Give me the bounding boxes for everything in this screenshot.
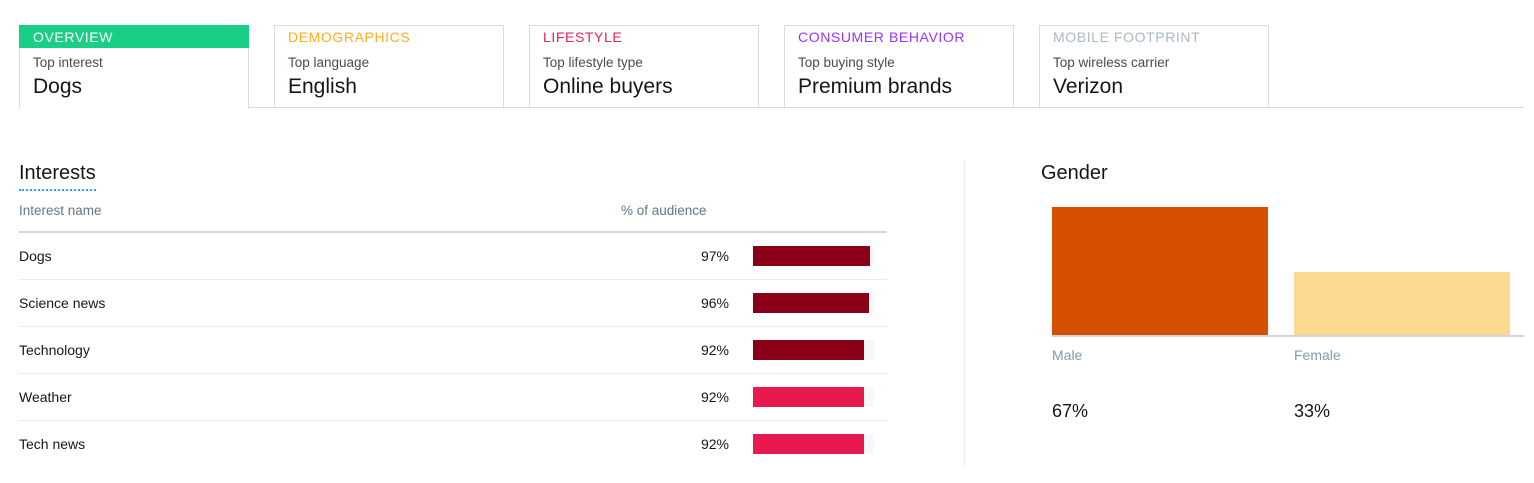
table-row: Science news 96%: [19, 280, 887, 327]
interest-bar: [753, 340, 864, 360]
panel-divider: [964, 160, 965, 466]
interest-pct: 97%: [700, 248, 729, 264]
table-row: Tech news 92%: [19, 421, 887, 468]
tab-overview-title: OVERVIEW: [19, 25, 249, 48]
gender-bar-chart: [1052, 207, 1524, 337]
table-row: Technology 92%: [19, 327, 887, 374]
gender-category-label: Male: [1052, 347, 1083, 363]
gender-bar-male[interactable]: [1052, 207, 1268, 335]
table-row: Dogs 97%: [19, 233, 887, 280]
interest-name: Dogs: [19, 248, 52, 264]
interests-table-header: Interest name % of audience: [19, 203, 887, 233]
interest-bar: [753, 434, 864, 454]
interest-name: Technology: [19, 342, 90, 358]
interest-name-header: Interest name: [19, 203, 102, 218]
tab-consumer-behavior[interactable]: CONSUMER BEHAVIOR Top buying style Premi…: [784, 25, 1014, 108]
interest-bar: [753, 246, 870, 266]
interest-pct: 92%: [700, 342, 729, 358]
tab-lifestyle-title: LIFESTYLE: [543, 29, 623, 45]
interest-name: Science news: [19, 295, 106, 311]
interest-pct: 92%: [700, 436, 729, 452]
interest-pct: 92%: [700, 389, 729, 405]
interest-bar: [753, 387, 864, 407]
summary-tabs: OVERVIEW Top interest Dogs DEMOGRAPHICS …: [0, 0, 1534, 109]
interest-bar-track: [753, 293, 874, 313]
gender-value-label: 67%: [1052, 401, 1089, 421]
gender-bar-female[interactable]: [1294, 272, 1510, 335]
interest-bar-track: [753, 340, 874, 360]
interest-bar-track: [753, 246, 874, 266]
gender-value-label: 33%: [1294, 401, 1331, 421]
tab-mobile-footprint[interactable]: MOBILE FOOTPRINT Top wireless carrier Ve…: [1039, 25, 1269, 108]
tab-mobile-footprint-subtitle: Top wireless carrier: [1053, 55, 1170, 70]
tab-demographics-value: English: [288, 75, 357, 98]
tab-mobile-footprint-title: MOBILE FOOTPRINT: [1053, 29, 1201, 45]
interest-name: Tech news: [19, 436, 86, 452]
gender-category-label: Female: [1294, 347, 1341, 363]
tab-overview-value: Dogs: [33, 75, 83, 98]
tab-overview[interactable]: OVERVIEW Top interest Dogs: [19, 25, 249, 109]
interest-bar-track: [753, 434, 874, 454]
tab-lifestyle-value: Online buyers: [543, 75, 673, 98]
tab-demographics[interactable]: DEMOGRAPHICS Top language English: [274, 25, 504, 108]
interests-title: Interests: [19, 160, 96, 191]
tab-mobile-footprint-value: Verizon: [1053, 75, 1124, 98]
tab-demographics-subtitle: Top language: [288, 55, 370, 70]
tab-consumer-behavior-value: Premium brands: [798, 75, 953, 98]
interest-pct: 96%: [700, 295, 729, 311]
interests-panel: Interests Interest name % of audience Do…: [19, 160, 887, 468]
gender-panel: Gender Male 67% Female 33%: [1041, 160, 1524, 460]
tab-lifestyle-subtitle: Top lifestyle type: [543, 55, 643, 70]
tab-lifestyle[interactable]: LIFESTYLE Top lifestyle type Online buye…: [529, 25, 759, 108]
tab-overview-subtitle: Top interest: [33, 55, 103, 70]
audience-pct-header: % of audience: [621, 203, 707, 218]
interests-table-body: Dogs 97% Science news 96% Technology 92%…: [19, 233, 887, 468]
interest-bar-track: [753, 387, 874, 407]
tab-consumer-behavior-subtitle: Top buying style: [798, 55, 895, 70]
gender-title: Gender: [1041, 162, 1108, 184]
tab-consumer-behavior-title: CONSUMER BEHAVIOR: [798, 29, 966, 45]
tab-demographics-title: DEMOGRAPHICS: [288, 29, 411, 45]
table-row: Weather 92%: [19, 374, 887, 421]
interest-bar: [753, 293, 869, 313]
interest-name: Weather: [19, 389, 72, 405]
